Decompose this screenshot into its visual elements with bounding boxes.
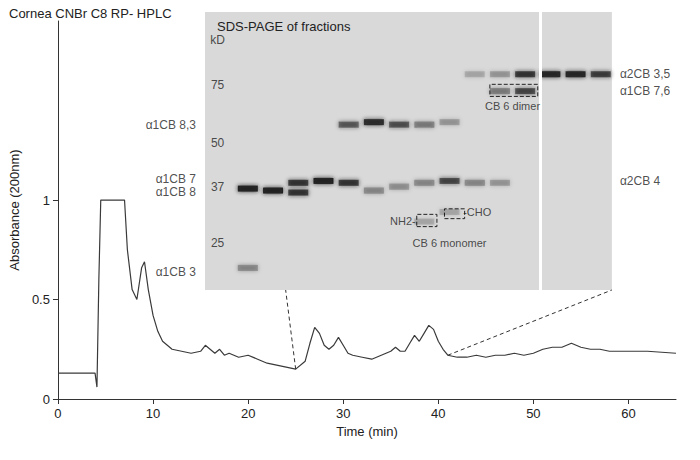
svg-text:α2CB 4: α2CB 4 [620, 174, 661, 188]
svg-text:30: 30 [336, 406, 350, 421]
svg-text:0: 0 [54, 406, 61, 421]
svg-text:SDS-PAGE of fractions: SDS-PAGE of fractions [217, 19, 351, 34]
svg-text:1: 1 [43, 193, 50, 208]
svg-text:α1CB 8,3: α1CB 8,3 [146, 118, 197, 132]
svg-text:NH2-: NH2- [390, 215, 416, 227]
svg-text:-CHO: -CHO [463, 206, 492, 218]
svg-text:α1CB 7: α1CB 7 [155, 172, 196, 187]
svg-text:α1CB 7,6: α1CB 7,6 [620, 84, 671, 98]
svg-text:CB 6 monomer: CB 6 monomer [413, 237, 487, 249]
svg-text:25: 25 [211, 236, 225, 250]
svg-text:50: 50 [526, 406, 540, 421]
svg-text:Time (min): Time (min) [336, 424, 398, 439]
svg-text:37: 37 [211, 180, 225, 194]
svg-text:75: 75 [211, 78, 225, 92]
svg-text:50: 50 [211, 136, 225, 150]
svg-text:α2CB 3,5: α2CB 3,5 [620, 67, 671, 81]
svg-text:CB 6 dimer: CB 6 dimer [485, 100, 540, 112]
svg-text:0.5: 0.5 [32, 292, 50, 307]
svg-text:10: 10 [146, 406, 160, 421]
svg-text:α1CB 3: α1CB 3 [156, 265, 197, 279]
svg-text:20: 20 [241, 406, 255, 421]
svg-text:40: 40 [431, 406, 445, 421]
svg-text:Cornea CNBr C8 RP- HPLC: Cornea CNBr C8 RP- HPLC [9, 6, 172, 21]
svg-text:60: 60 [621, 406, 635, 421]
svg-text:kD: kD [210, 33, 225, 47]
svg-text:0: 0 [43, 392, 50, 407]
svg-text:α1CB 8: α1CB 8 [156, 185, 197, 199]
svg-text:Absorbance (200nm): Absorbance (200nm) [7, 149, 22, 270]
